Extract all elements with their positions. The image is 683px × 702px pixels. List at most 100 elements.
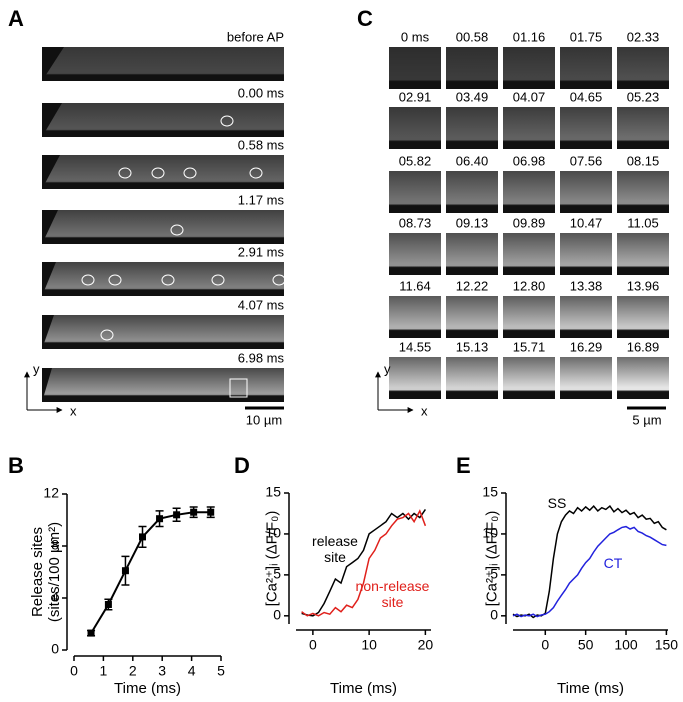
y-axis-label-line: (sites/100 µm²) (46, 521, 63, 623)
series-label: CT (603, 555, 623, 571)
data-line (301, 509, 427, 617)
image-tile (560, 47, 612, 89)
frame-label: 05.82 (399, 153, 432, 168)
frame-label: 16.89 (627, 339, 660, 354)
image-tile (446, 296, 498, 338)
y-tick-label: 5 (490, 566, 498, 582)
data-point (104, 601, 112, 608)
release-site-circle (100, 329, 114, 341)
image-tile (389, 107, 441, 149)
series-label: non-release site (355, 578, 430, 610)
image-tile (617, 233, 669, 275)
frame-label: 09.89 (513, 215, 546, 230)
image-tile (560, 107, 612, 149)
y-tick-label: 0 (51, 641, 59, 657)
image-tile (446, 171, 498, 213)
x-tick-label: 5 (217, 663, 225, 679)
axis-name: x (421, 403, 428, 418)
data-point (190, 508, 198, 516)
scale-label: 5 µm (632, 412, 661, 427)
image-tile (560, 296, 612, 338)
frame-label: 11.05 (627, 215, 659, 230)
y-tick-label: 10 (265, 525, 281, 541)
data-point (139, 533, 147, 541)
x-axis-label: Time (ms) (330, 680, 397, 697)
frame-label: 02.91 (399, 89, 432, 104)
axis-name: y (33, 361, 40, 376)
frame-label: 08.73 (399, 215, 432, 230)
x-axis-label: Time (ms) (114, 680, 181, 697)
frame-label: 6.98 ms (238, 350, 285, 365)
frame-label: 16.29 (570, 339, 603, 354)
frame-label: 03.49 (456, 89, 489, 104)
x-tick-label: 50 (578, 637, 594, 653)
cell-edge (42, 47, 64, 81)
image-tile (560, 171, 612, 213)
image-strip (42, 315, 284, 349)
y-tick-label: 0 (490, 607, 498, 623)
y-axis-label-line: [Ca²⁺]ᵢ (ΔF/F₀) (483, 510, 500, 607)
frame-label: 0.00 ms (238, 85, 285, 100)
image-tile (503, 233, 555, 275)
frame-label: before AP (227, 29, 284, 44)
data-line (90, 511, 211, 634)
x-tick-label: 4 (188, 663, 196, 679)
panel-letter: E (456, 453, 471, 478)
cell-edge (42, 155, 60, 189)
release-site-circle (161, 274, 175, 286)
data-point (173, 511, 181, 519)
release-site-circle (272, 274, 286, 286)
image-tile (446, 107, 498, 149)
image-tile (617, 171, 669, 213)
panel-letter: D (234, 453, 250, 478)
frame-label: 11.64 (399, 278, 431, 293)
y-tick-label: 0 (273, 607, 281, 623)
frame-label: 1.17 ms (238, 192, 285, 207)
image-tile (446, 47, 498, 89)
frame-label: 0.58 ms (238, 137, 285, 152)
frame-label: 04.07 (513, 89, 546, 104)
release-site-circle (118, 167, 132, 179)
image-tile (503, 357, 555, 399)
frame-label: 05.23 (627, 89, 660, 104)
image-tile (617, 47, 669, 89)
release-site-circle (170, 224, 184, 236)
x-axis-label: Time (ms) (557, 680, 624, 697)
cell-edge (42, 315, 54, 349)
image-tile (446, 357, 498, 399)
frame-label: 01.16 (513, 29, 546, 44)
image-tile (503, 296, 555, 338)
x-tick-label: 100 (614, 637, 638, 653)
frame-label: 00.58 (456, 29, 489, 44)
x-tick-label: 20 (418, 637, 434, 653)
frame-label: 13.96 (627, 278, 660, 293)
frame-label: 09.13 (456, 215, 489, 230)
release-site-circle (183, 167, 197, 179)
image-strip (42, 368, 284, 402)
frame-label: 08.15 (627, 153, 660, 168)
release-site-circle (151, 167, 165, 179)
y-tick-label: 10 (482, 525, 498, 541)
data-point (121, 567, 129, 575)
x-tick-label: 1 (100, 663, 108, 679)
cell-edge (42, 368, 52, 402)
release-site-circle (220, 115, 234, 127)
cell-edge (42, 103, 62, 137)
image-strip (42, 262, 284, 296)
release-site-circle (211, 274, 225, 286)
image-strip (42, 103, 284, 137)
y-axis-label: Release sites (sites/100 µm²) (29, 487, 63, 657)
frame-label: 14.55 (399, 339, 432, 354)
image-tile (503, 171, 555, 213)
frame-label: 10.47 (570, 215, 603, 230)
x-tick-label: 0 (70, 663, 78, 679)
frame-label: 15.71 (513, 339, 546, 354)
image-tile (389, 357, 441, 399)
series-label: release site (312, 533, 358, 565)
y-tick-label: 8 (51, 537, 59, 553)
image-tile (503, 107, 555, 149)
frame-label: 07.56 (570, 153, 603, 168)
frame-label: 12.22 (456, 278, 489, 293)
